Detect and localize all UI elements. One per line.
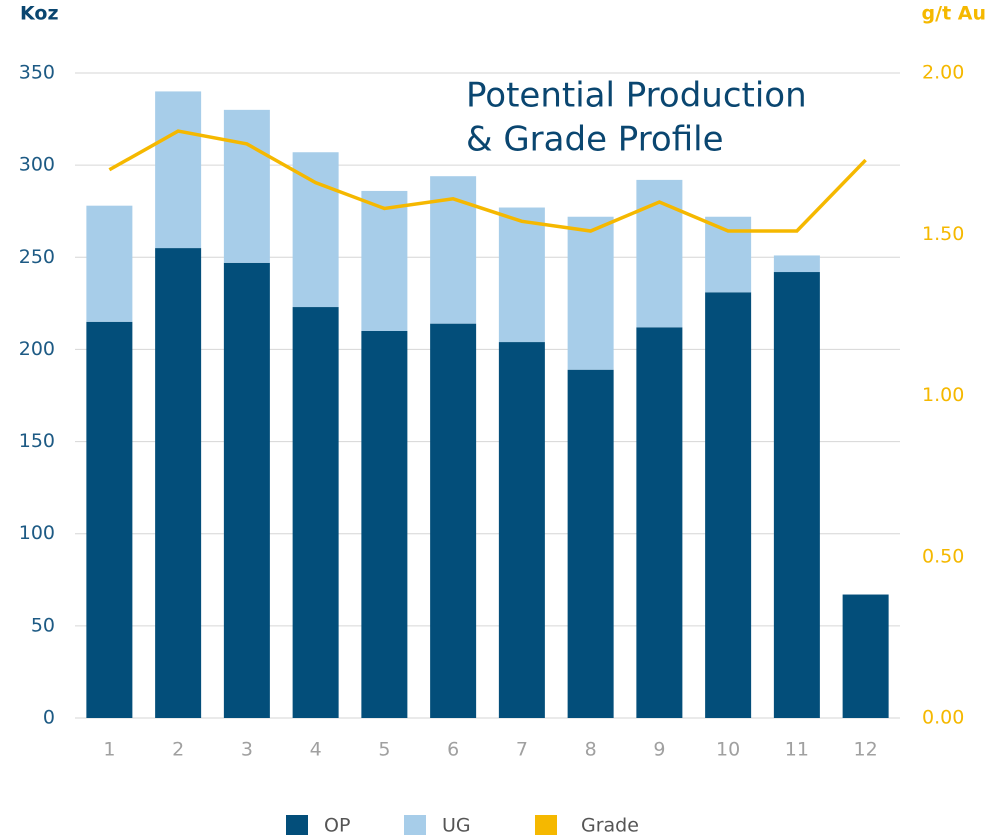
x-tick-label: 3	[241, 739, 253, 761]
legend-label: Grade	[581, 815, 639, 835]
legend-label: OP	[324, 815, 350, 835]
bar	[636, 327, 683, 718]
bar	[86, 321, 133, 718]
bar	[430, 323, 477, 718]
bar	[292, 152, 339, 308]
bar	[223, 109, 270, 263]
grade-line	[108, 129, 867, 233]
y2-tick-label: 1.00	[922, 384, 964, 406]
bar	[705, 216, 752, 293]
x-tick-label: 11	[785, 739, 809, 761]
bar	[498, 207, 545, 343]
plot: 0 50 100 150 200 250 300 350 0.00 0.50 1.00 1.50 2.0…	[19, 62, 964, 835]
x-tick-label: 12	[854, 739, 878, 761]
y2-tick-label: 0.50	[922, 545, 964, 567]
bar	[773, 272, 820, 718]
y-tick-label: 300	[19, 154, 55, 176]
bar	[636, 179, 683, 328]
x-tick-label: 10	[716, 739, 740, 761]
y-tick-label: 0	[43, 707, 55, 729]
x-tick-label: 2	[172, 739, 184, 761]
y2-tick-label: 0.00	[922, 707, 964, 729]
bar	[567, 369, 614, 718]
legend-swatch	[404, 815, 426, 835]
bar	[223, 262, 270, 718]
chart-title: Potential Production	[466, 76, 807, 116]
bar	[842, 594, 889, 718]
y-tick-label: 150	[19, 430, 55, 452]
legend-swatch	[535, 815, 557, 835]
y-tick-label: 50	[31, 614, 55, 636]
y2-tick-label: 1.50	[922, 223, 964, 245]
bar	[773, 255, 820, 273]
y2-tick-label: 2.00	[922, 62, 964, 84]
x-tick-label: 8	[585, 739, 597, 761]
x-tick-label: 7	[516, 739, 528, 761]
bar	[705, 292, 752, 718]
bar	[292, 307, 339, 718]
y-tick-label: 100	[19, 522, 55, 544]
x-tick-label: 1	[103, 739, 115, 761]
x-tick-label: 9	[653, 739, 665, 761]
y-tick-label: 250	[19, 246, 55, 268]
legend-swatch	[286, 815, 308, 835]
bar	[361, 190, 408, 331]
y2-axis-label: g/t Au	[922, 3, 986, 25]
y-axis-label: Koz	[20, 3, 59, 25]
bar	[567, 216, 614, 370]
x-tick-label: 4	[310, 739, 322, 761]
x-tick-label: 5	[378, 739, 390, 761]
legend-label: UG	[442, 815, 471, 835]
bar	[155, 91, 202, 249]
chart-title: & Grade Profile	[466, 120, 724, 160]
y-tick-label: 350	[19, 62, 55, 84]
bar	[86, 205, 133, 322]
bar	[361, 331, 408, 718]
x-tick-label: 6	[447, 739, 459, 761]
y-tick-label: 200	[19, 338, 55, 360]
bar	[155, 248, 202, 719]
bar	[498, 342, 545, 718]
